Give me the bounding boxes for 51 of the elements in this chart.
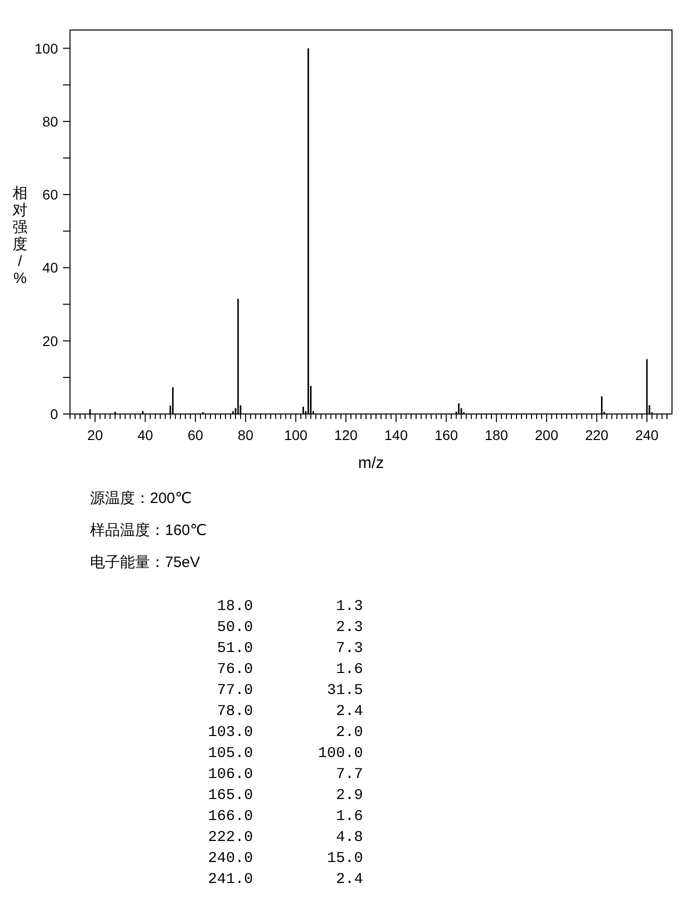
y-tick-label: 0 [50,406,58,422]
text: 2.3 [336,619,363,636]
y-tick-label: 60 [42,186,58,203]
text: 100.0 [318,745,363,762]
x-tick-label: 80 [238,427,254,443]
text: 7.3 [336,640,363,657]
text: 4.8 [336,829,363,846]
text: 76.0 [216,661,253,678]
text: 103.0 [208,724,253,741]
text: 165.0 [208,787,253,804]
x-tick-label: 200 [534,427,558,443]
x-tick-label: 20 [87,427,104,443]
text: 18.0 [216,598,253,615]
x-tick-label: 160 [434,427,458,443]
x-tick-label: 100 [284,427,308,443]
text: 电子能量：75eV [90,554,200,571]
x-axis-title: m/z [358,455,384,472]
text: 50.0 [216,619,253,636]
text: 7.7 [336,766,363,783]
text: 241.0 [208,871,253,888]
y-tick-label: 20 [42,332,58,349]
text: 源温度：200℃ [90,490,192,507]
text: 51.0 [216,640,253,657]
text: 240.0 [208,850,253,867]
text: 166.0 [208,808,253,825]
x-tick-label: 180 [484,427,508,443]
text: 222.0 [208,829,253,846]
x-tick-label: 140 [384,427,408,443]
x-tick-label: 220 [585,427,609,443]
text: 105.0 [208,745,253,762]
text: 1.3 [336,598,363,615]
x-tick-label: 120 [334,427,358,443]
y-tick-label: 100 [34,40,58,56]
text: 1.6 [336,661,363,678]
x-tick-label: 40 [137,427,154,443]
text: 31.5 [326,682,363,699]
x-tick-label: 240 [635,427,659,443]
text: 2.0 [336,724,363,741]
text: 78.0 [216,703,253,720]
text: 样品温度：160℃ [90,522,207,539]
text: 106.0 [208,766,253,783]
y-tick-label: 80 [42,113,58,130]
text: 15.0 [326,850,363,867]
y-tick-label: 40 [42,260,58,276]
text: 1.6 [336,808,363,825]
y-axis-title: 相对强度/% [12,185,28,287]
text: 2.4 [336,871,363,888]
text: 2.9 [336,787,363,804]
x-tick-label: 60 [188,427,204,443]
text: 2.4 [336,703,363,720]
text: 77.0 [216,682,253,699]
